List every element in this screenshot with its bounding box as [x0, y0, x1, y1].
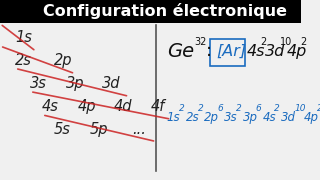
Text: 2s: 2s — [186, 111, 199, 124]
Text: 3p: 3p — [66, 76, 84, 91]
Text: [Ar]: [Ar] — [216, 44, 247, 59]
Text: 10: 10 — [294, 104, 306, 113]
Text: 3d: 3d — [281, 111, 296, 124]
Text: 2s: 2s — [15, 53, 32, 68]
Text: 1s: 1s — [167, 111, 180, 124]
Text: 2p: 2p — [54, 53, 73, 68]
Text: 4p: 4p — [78, 99, 97, 114]
Text: :: : — [206, 42, 212, 60]
Text: 4s: 4s — [42, 99, 59, 114]
Text: 2: 2 — [236, 104, 242, 113]
Text: Configuration électronique: Configuration électronique — [43, 3, 287, 19]
Text: 4s: 4s — [262, 111, 276, 124]
Text: 2: 2 — [275, 104, 280, 113]
Text: 5p: 5p — [90, 122, 109, 138]
Text: 3p: 3p — [243, 111, 258, 124]
Text: 3s: 3s — [224, 111, 237, 124]
Text: 2: 2 — [300, 37, 307, 47]
Text: 4s: 4s — [246, 44, 265, 59]
Text: 3d: 3d — [102, 76, 121, 91]
Text: 3d: 3d — [265, 44, 285, 59]
FancyBboxPatch shape — [0, 0, 300, 23]
Text: 4p: 4p — [304, 111, 319, 124]
Text: 32: 32 — [194, 37, 206, 47]
Text: 4f: 4f — [150, 99, 165, 114]
Text: 6: 6 — [256, 104, 261, 113]
Text: 3s: 3s — [30, 76, 47, 91]
Text: 4d: 4d — [114, 99, 133, 114]
Text: 2: 2 — [197, 104, 203, 113]
Text: 2p: 2p — [204, 111, 219, 124]
Text: 2: 2 — [317, 104, 320, 113]
Text: ...: ... — [132, 122, 146, 138]
Text: 2: 2 — [260, 37, 266, 47]
Text: 5s: 5s — [54, 122, 71, 138]
Text: 2: 2 — [179, 104, 185, 113]
Text: 10: 10 — [280, 37, 292, 47]
Text: 6: 6 — [217, 104, 223, 113]
Text: Ge: Ge — [167, 42, 194, 61]
Text: 4p: 4p — [287, 44, 307, 59]
Text: 1s: 1s — [15, 30, 32, 45]
